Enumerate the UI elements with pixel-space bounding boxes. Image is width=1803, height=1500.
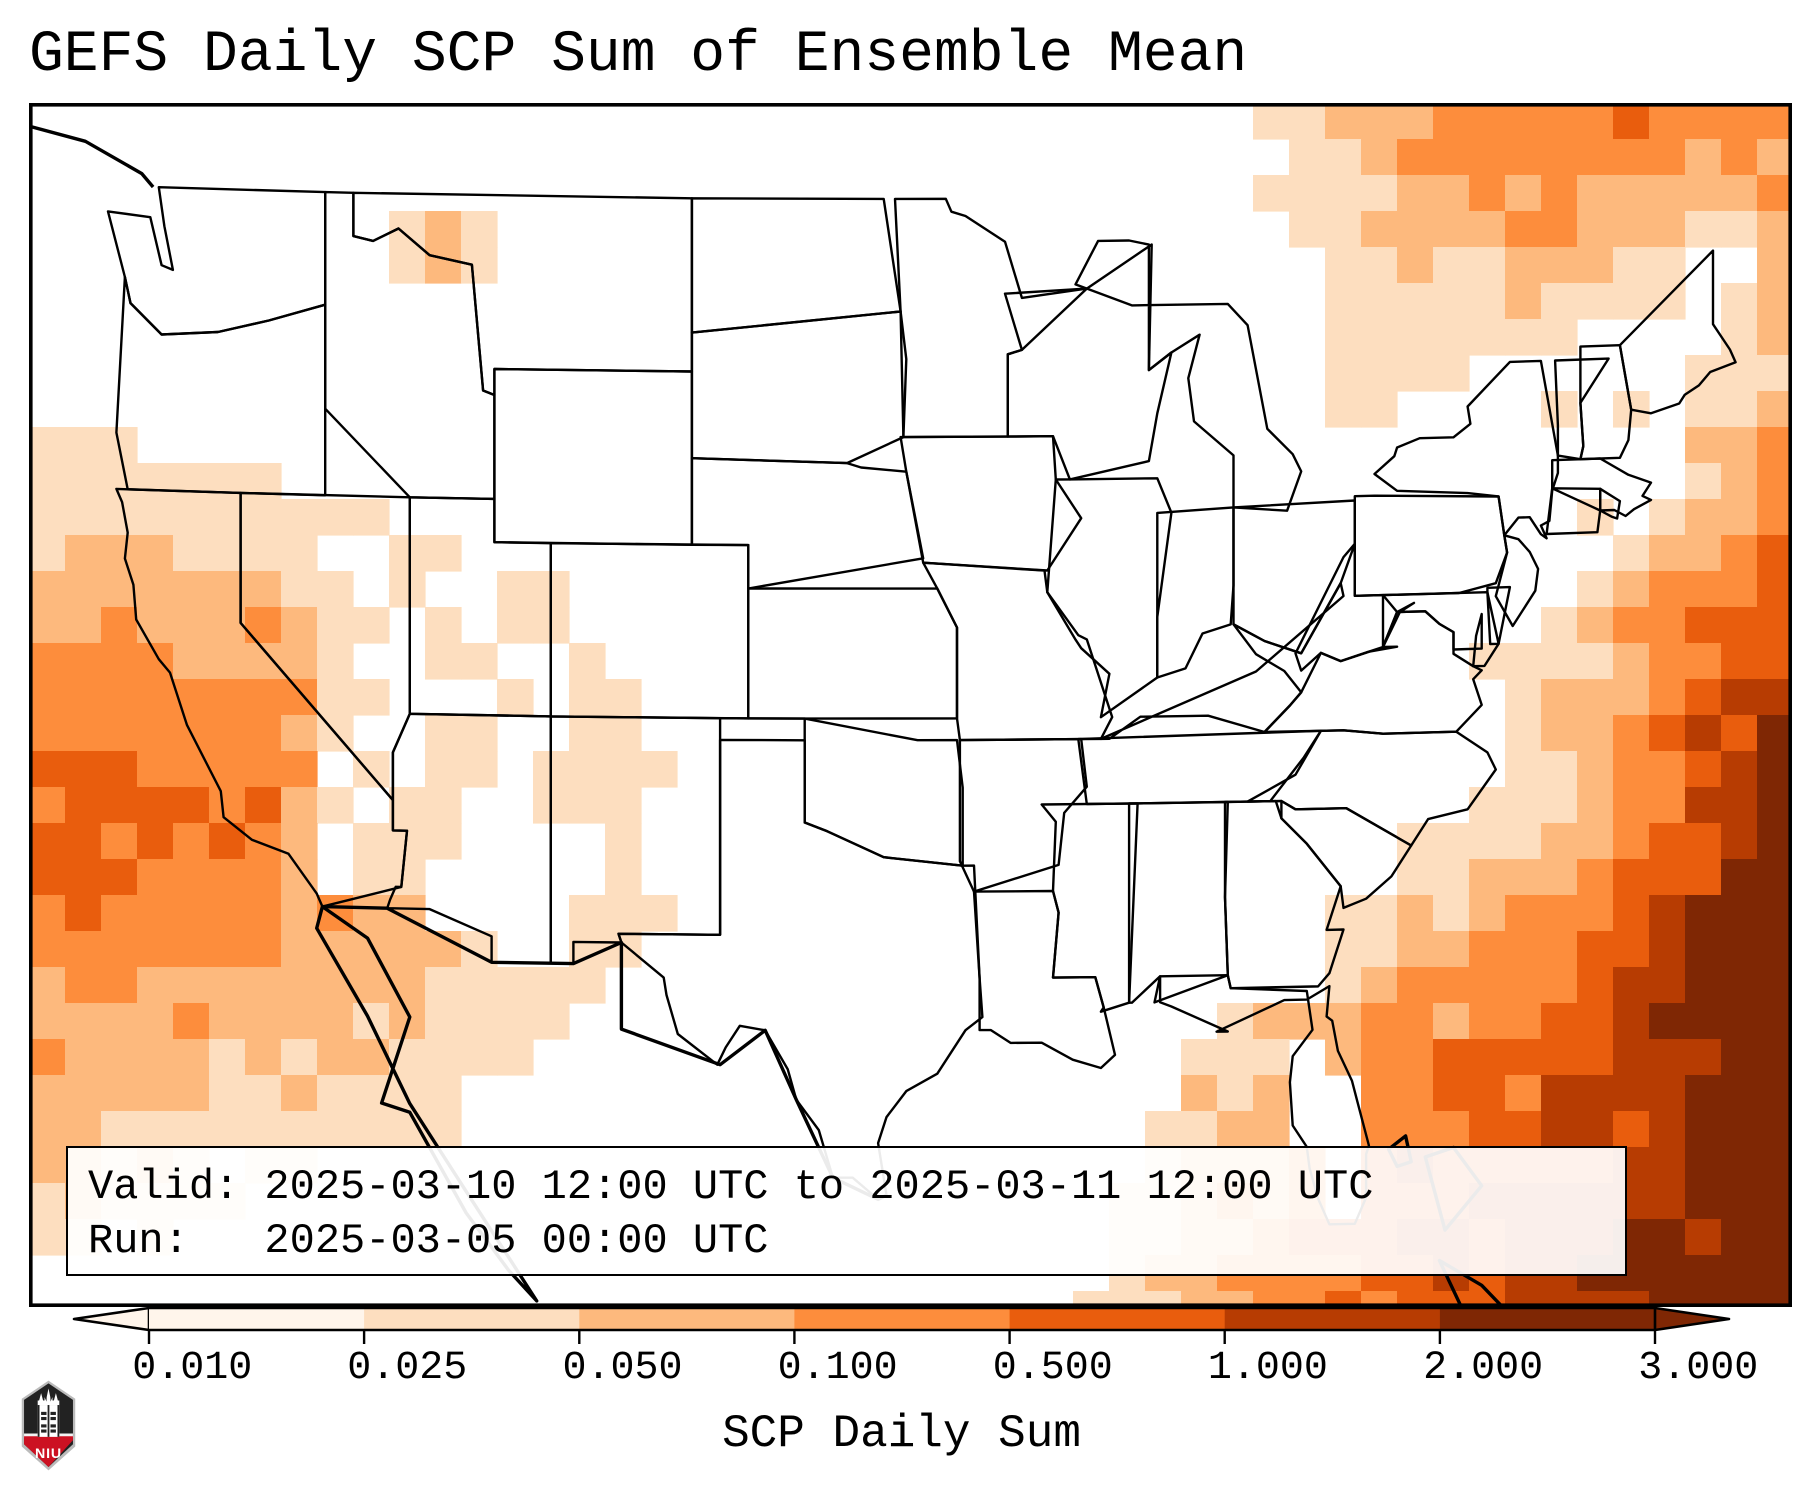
AL xyxy=(1129,802,1228,1003)
TN xyxy=(1078,731,1321,804)
AR xyxy=(960,739,1087,892)
LA xyxy=(974,891,1115,1068)
OR xyxy=(116,277,325,495)
SD xyxy=(692,312,906,464)
MN xyxy=(895,199,1087,437)
WI xyxy=(1005,245,1171,480)
NJ xyxy=(1496,535,1538,626)
PA xyxy=(1355,496,1507,596)
KY xyxy=(1101,583,1344,739)
SC xyxy=(1281,801,1411,908)
MS xyxy=(1042,803,1138,1011)
NE xyxy=(692,458,923,588)
WY xyxy=(494,369,692,545)
svg-text:NIU: NIU xyxy=(35,1446,62,1462)
IL xyxy=(1047,478,1171,717)
ND xyxy=(692,198,901,332)
TX xyxy=(619,740,983,1200)
KS xyxy=(748,589,957,719)
OH xyxy=(1234,501,1355,654)
